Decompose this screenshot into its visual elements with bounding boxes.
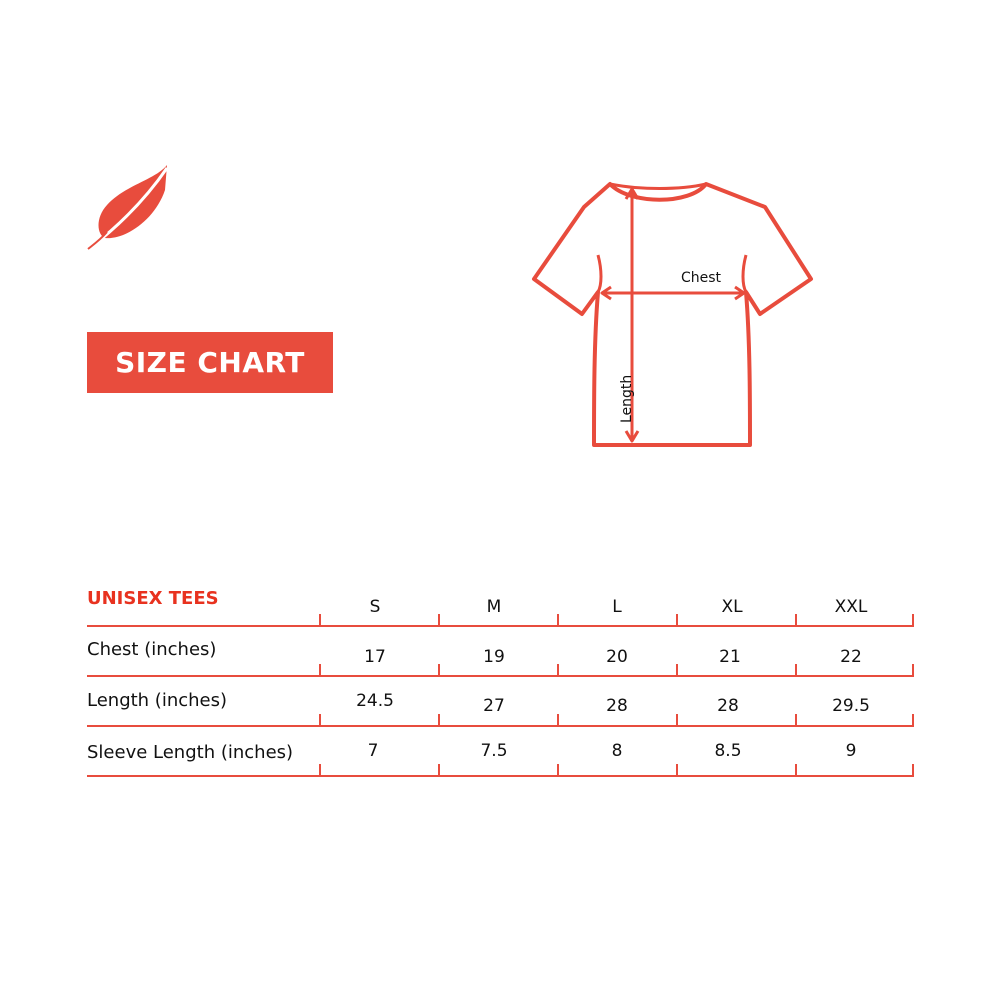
size-header: M: [486, 597, 502, 617]
table-cell: 19: [483, 647, 505, 667]
table-cell: 7: [367, 741, 379, 761]
table-cell: 8: [611, 741, 623, 761]
table-cell: 22: [840, 647, 862, 667]
table-cell: 8.5: [714, 741, 742, 761]
row-label: Length (inches): [87, 690, 228, 711]
feather-icon: [87, 165, 169, 250]
table-cell: 21: [719, 647, 741, 667]
size-chart-banner: SIZE CHART: [87, 332, 333, 393]
table-cell: 9: [845, 741, 857, 761]
tshirt-diagram: [532, 182, 813, 447]
row-label: Chest (inches): [87, 639, 217, 660]
tshirt-outline: [532, 182, 813, 447]
table-cell: 7.5: [480, 741, 508, 761]
chest-label: Chest: [681, 270, 722, 286]
table-cell: 17: [364, 647, 386, 667]
table-cell: 28: [606, 696, 628, 716]
row-label: Sleeve Length (inches): [87, 742, 294, 763]
table-cell: 24.5: [356, 691, 394, 711]
table-cell: 28: [717, 696, 739, 716]
table-cell: 27: [483, 696, 505, 716]
table-cell: 20: [606, 647, 628, 667]
size-header: L: [612, 597, 622, 617]
length-label: Length: [619, 374, 635, 423]
size-header: S: [369, 597, 381, 617]
size-header: XXL: [834, 597, 868, 617]
table-cell: 29.5: [832, 696, 870, 716]
table-title: UNISEX TEES: [87, 588, 219, 609]
size-header: XL: [721, 597, 743, 617]
